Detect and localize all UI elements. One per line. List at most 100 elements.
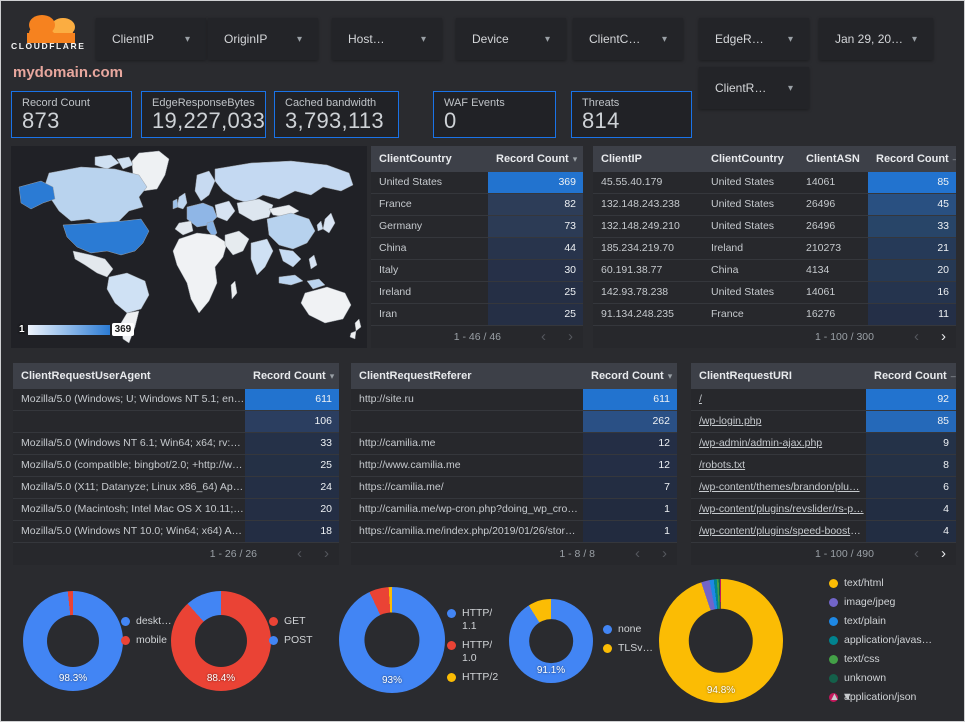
uri-link[interactable]: /wp-content/themes/brandon/plu… <box>699 481 860 493</box>
column-header[interactable]: ClientASN <box>806 153 860 165</box>
donut-percent-label: 93% <box>381 675 402 686</box>
table-row[interactable]: /wp-content/plugins/speed-booste… 4 <box>691 521 956 543</box>
table-row[interactable]: France 82 <box>371 194 583 216</box>
table-row[interactable]: Mozilla/5.0 (Macintosh; Intel Mac OS X 1… <box>13 499 339 521</box>
table-row[interactable]: Ireland 25 <box>371 282 583 304</box>
table-row[interactable]: http://camilia.me 12 <box>351 433 677 455</box>
donut-percent-label: 91.1% <box>536 665 566 676</box>
table-row[interactable]: 106 <box>13 411 339 433</box>
table-cell: 16276 <box>806 308 836 320</box>
table-cell: France <box>379 198 412 210</box>
donut-hole <box>688 608 754 674</box>
legend-item: HTTP/ 1.1 <box>447 607 498 633</box>
table-row[interactable]: Mozilla/5.0 (X11; Datanyze; Linux x86_64… <box>13 477 339 499</box>
record-count-heat-cell: 25 <box>488 282 583 303</box>
table-row[interactable]: 185.234.219.70 Ireland 210273 21 <box>593 238 956 260</box>
uri-link[interactable]: /wp-content/plugins/speed-booste… <box>699 525 866 537</box>
column-header[interactable]: ClientRequestReferer <box>359 370 472 382</box>
column-header-record-count[interactable]: Record Count ▾ <box>253 370 335 382</box>
table-row[interactable]: /wp-content/plugins/revslider/rs-p… 4 <box>691 499 956 521</box>
table-cell: https://camilia.me/index.php/2019/01/26/… <box>359 525 576 537</box>
uri-link[interactable]: /wp-content/plugins/revslider/rs-p… <box>699 503 864 515</box>
table-row[interactable]: 91.134.248.235 France 16276 11 <box>593 304 956 326</box>
legend-page-up-icon[interactable]: ▲ <box>829 691 842 703</box>
column-header[interactable]: ClientCountry <box>711 153 784 165</box>
table-cell: 14061 <box>806 286 836 298</box>
table-row[interactable]: 60.191.38.77 China 4134 20 <box>593 260 956 282</box>
filter-originip[interactable]: OriginIP ▾ <box>208 18 318 60</box>
table-row[interactable]: http://camilia.me/wp-cron.php?doing_wp_c… <box>351 499 677 521</box>
uri-link[interactable]: / <box>699 393 702 405</box>
column-header-record-count[interactable]: Record Count ▾ <box>591 370 673 382</box>
uri-link[interactable]: /wp-login.php <box>699 415 762 427</box>
table-row[interactable]: https://camilia.me/index.php/2019/01/26/… <box>351 521 677 543</box>
date-range-picker[interactable]: Jan 29, 2019 ▾ <box>819 18 933 60</box>
table-row[interactable]: China 44 <box>371 238 583 260</box>
column-header-record-count[interactable]: Record Count ▾ <box>496 153 578 165</box>
chevron-down-icon: ▾ <box>787 82 793 94</box>
table-row[interactable]: 132.148.243.238 United States 26496 45 <box>593 194 956 216</box>
pagination-prev-icon: ‹ <box>541 328 546 345</box>
legend-item: GET <box>269 615 313 628</box>
filter-host[interactable]: Host… ▾ <box>332 18 442 60</box>
legend-label: HTTP/ 1.0 <box>462 639 493 664</box>
table-row[interactable]: Mozilla/5.0 (compatible; bingbot/2.0; +h… <box>13 455 339 477</box>
table-row[interactable]: 262 <box>351 411 677 433</box>
filter-clientcountry[interactable]: ClientC… ▾ <box>573 18 683 60</box>
legend-item: POST <box>269 634 313 647</box>
uri-link[interactable]: /robots.txt <box>699 459 746 471</box>
world-map-choropleth[interactable]: 1 369 <box>11 146 367 348</box>
pagination-next-icon[interactable]: › <box>941 328 946 345</box>
filter-clientip[interactable]: ClientIP ▾ <box>96 18 206 60</box>
cloudflare-cloud-icon <box>27 15 75 43</box>
table-row[interactable]: http://www.camilia.me 12 <box>351 455 677 477</box>
column-header-record-count[interactable]: Record Count– <box>874 370 956 382</box>
chevron-down-icon: ▾ <box>787 33 793 45</box>
column-header-record-count[interactable]: Record Count– <box>868 153 956 165</box>
table-row[interactable]: Mozilla/5.0 (Windows NT 6.1; Win64; x64;… <box>13 433 339 455</box>
record-count-heat-cell: 92 <box>866 389 956 410</box>
legend-dot <box>603 625 612 634</box>
scorecard-threats: Threats 814 <box>571 91 692 138</box>
table-row[interactable]: /wp-admin/admin-ajax.php 9 <box>691 433 956 455</box>
filter-label: EdgeR… <box>715 32 764 46</box>
filter-label: Host… <box>348 32 385 46</box>
column-header[interactable]: ClientCountry <box>379 153 452 165</box>
table-row[interactable]: 142.93.78.238 United States 14061 16 <box>593 282 956 304</box>
table-row[interactable]: United States 369 <box>371 172 583 194</box>
pagination-next-icon[interactable]: › <box>941 545 946 562</box>
record-count-heat-cell: 82 <box>488 194 583 215</box>
table-row[interactable]: Mozilla/5.0 (Windows NT 10.0; Win64; x64… <box>13 521 339 543</box>
table-pagination: 1 - 8 / 8 ‹ › <box>351 543 677 565</box>
column-header[interactable]: ClientIP <box>601 153 642 165</box>
filter-edgeresponse[interactable]: EdgeR… ▾ <box>699 18 809 60</box>
legend-pager[interactable]: ▲▼ <box>829 691 855 703</box>
legend-page-down-icon[interactable]: ▼ <box>841 691 855 703</box>
filter-device[interactable]: Device ▾ <box>456 18 566 60</box>
filter-label: ClientC… <box>589 32 641 46</box>
table-row[interactable]: 45.55.40.179 United States 14061 85 <box>593 172 956 194</box>
donut-percent-label: 98.3% <box>58 673 88 684</box>
table-row[interactable]: /wp-content/themes/brandon/plu… 6 <box>691 477 956 499</box>
legend-dot <box>269 636 278 645</box>
table-row[interactable]: /robots.txt 8 <box>691 455 956 477</box>
table-row[interactable]: / 92 <box>691 389 956 411</box>
table-row[interactable]: Iran 25 <box>371 304 583 326</box>
column-header[interactable]: ClientRequestUserAgent <box>21 370 151 382</box>
table-row[interactable]: Mozilla/5.0 (Windows; U; Windows NT 5.1;… <box>13 389 339 411</box>
table-row[interactable]: /wp-login.php 85 <box>691 411 956 433</box>
column-header[interactable]: ClientRequestURI <box>699 370 792 382</box>
tls-version-legend: none TLSv… <box>603 623 653 661</box>
record-count-heat-cell: 6 <box>866 477 956 498</box>
table-row[interactable]: http://site.ru 611 <box>351 389 677 411</box>
scorecard-label: EdgeResponseBytes <box>152 97 255 109</box>
uri-link[interactable]: /wp-admin/admin-ajax.php <box>699 437 823 449</box>
table-row[interactable]: https://camilia.me/7 <box>351 477 677 499</box>
table-row[interactable]: 132.148.249.210 United States 26496 33 <box>593 216 956 238</box>
table-cell: China <box>379 242 407 254</box>
filter-clientrequest[interactable]: ClientR… ▾ <box>699 67 809 109</box>
record-count-heat-cell: 12 <box>583 455 677 476</box>
table-row[interactable]: Italy 30 <box>371 260 583 282</box>
table-row[interactable]: Germany 73 <box>371 216 583 238</box>
